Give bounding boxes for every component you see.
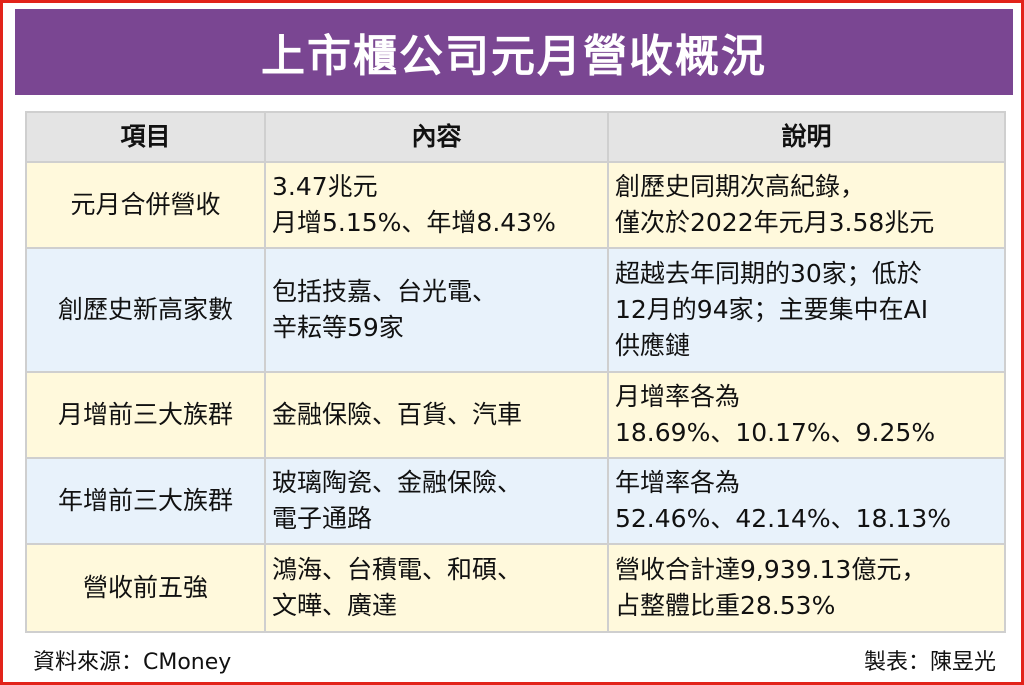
content-line: 文曄、廣達 <box>272 591 398 620</box>
note-line: 營收合計達9,939.13億元， <box>615 555 927 584</box>
table-row: 年增前三大族群 玻璃陶瓷、金融保險、 電子通路 年增率各為 52.46%、42.… <box>25 457 1006 545</box>
revenue-table: 項目 內容 說明 元月合併營收 3.47兆元 月增5.15%、年增8.43% 創… <box>25 111 1006 633</box>
row-content: 鴻海、台積電、和碩、 文曄、廣達 <box>264 543 609 633</box>
row-note: 超越去年同期的30家；低於 12月的94家；主要集中在AI 供應鏈 <box>607 247 1006 373</box>
row-item: 年增前三大族群 <box>25 457 266 545</box>
note-line: 年增率各為 <box>615 468 741 497</box>
row-note: 營收合計達9,939.13億元， 占整體比重28.53% <box>607 543 1006 633</box>
row-item: 元月合併營收 <box>25 161 266 249</box>
row-note: 創歷史同期次高紀錄， 僅次於2022年元月3.58兆元 <box>607 161 1006 249</box>
content-line: 月增5.15%、年增8.43% <box>272 208 556 237</box>
footer: 資料來源：CMoney 製表：陳昱光 <box>25 640 1004 680</box>
note-line: 18.69%、10.17%、9.25% <box>615 418 936 447</box>
note-line: 52.46%、42.14%、18.13% <box>615 504 951 533</box>
content-line: 鴻海、台積電、和碩、 <box>272 555 523 584</box>
content-line: 3.47兆元 <box>272 172 378 201</box>
row-content: 3.47兆元 月增5.15%、年增8.43% <box>264 161 609 249</box>
row-item: 月增前三大族群 <box>25 371 266 459</box>
title-banner: 上市櫃公司元月營收概況 <box>15 9 1013 95</box>
table-row: 營收前五強 鴻海、台積電、和碩、 文曄、廣達 營收合計達9,939.13億元， … <box>25 543 1006 633</box>
row-item: 創歷史新高家數 <box>25 247 266 373</box>
source-note: 資料來源：CMoney <box>33 650 232 675</box>
content-line: 電子通路 <box>272 504 373 533</box>
row-content: 玻璃陶瓷、金融保險、 電子通路 <box>264 457 609 545</box>
row-content: 金融保險、百貨、汽車 <box>264 371 609 459</box>
note-line: 月增率各為 <box>615 382 741 411</box>
table-header-row: 項目 內容 說明 <box>25 111 1006 163</box>
table-row: 月增前三大族群 金融保險、百貨、汽車 月增率各為 18.69%、10.17%、9… <box>25 371 1006 459</box>
row-note: 月增率各為 18.69%、10.17%、9.25% <box>607 371 1006 459</box>
credit-note: 製表：陳昱光 <box>863 650 996 675</box>
content-line: 金融保險、百貨、汽車 <box>272 400 523 429</box>
content-line: 辛耘等59家 <box>272 313 404 342</box>
header-item: 項目 <box>25 111 266 163</box>
note-line: 僅次於2022年元月3.58兆元 <box>615 208 935 237</box>
header-note: 說明 <box>607 111 1006 163</box>
page-title: 上市櫃公司元月營收概況 <box>261 31 767 82</box>
table-row: 創歷史新高家數 包括技嘉、台光電、 辛耘等59家 超越去年同期的30家；低於 1… <box>25 247 1006 373</box>
header-content: 內容 <box>264 111 609 163</box>
content-line: 包括技嘉、台光電、 <box>272 277 498 306</box>
note-line: 創歷史同期次高紀錄， <box>615 172 866 201</box>
note-line: 供應鏈 <box>615 331 691 360</box>
note-line: 12月的94家；主要集中在AI <box>615 295 929 324</box>
note-line: 占整體比重28.53% <box>615 591 836 620</box>
table-row: 元月合併營收 3.47兆元 月增5.15%、年增8.43% 創歷史同期次高紀錄，… <box>25 161 1006 249</box>
note-line: 超越去年同期的30家；低於 <box>615 259 922 288</box>
content-line: 玻璃陶瓷、金融保險、 <box>272 468 523 497</box>
row-content: 包括技嘉、台光電、 辛耘等59家 <box>264 247 609 373</box>
row-note: 年增率各為 52.46%、42.14%、18.13% <box>607 457 1006 545</box>
row-item: 營收前五強 <box>25 543 266 633</box>
